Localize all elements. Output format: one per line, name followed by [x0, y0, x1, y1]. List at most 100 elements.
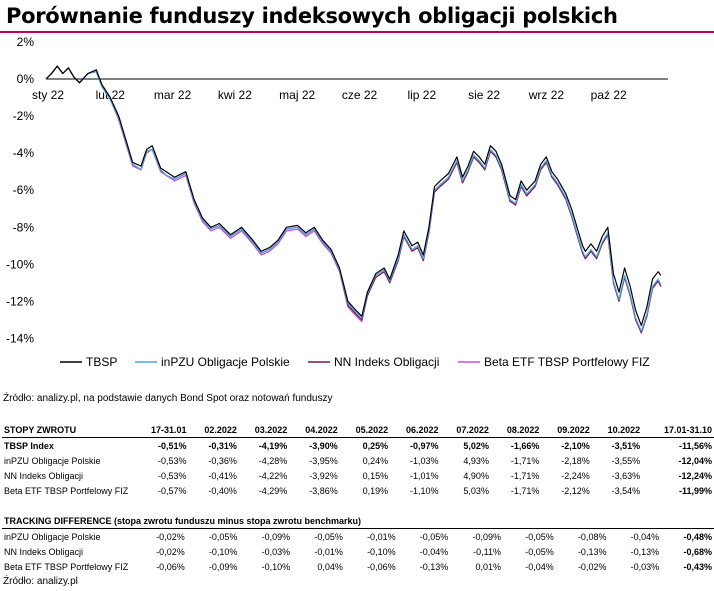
table-cell: 4,93%: [463, 455, 489, 466]
table-cell: -1,71%: [510, 470, 540, 481]
row-label: inPZU Obligacje Polskie: [4, 531, 101, 542]
x-tick-label: mar 22: [154, 88, 192, 102]
column-header: 02.2022: [188, 422, 239, 438]
x-tick-label: paź 22: [591, 88, 627, 102]
table-cell: 0,15%: [362, 470, 389, 481]
tracking-difference-table: TRACKING DIFFERENCE (stopa zwrotu fundus…: [2, 513, 714, 574]
row-label: TBSP Index: [4, 440, 54, 451]
table-cell: -3,55%: [611, 455, 641, 466]
table-cell: 4,90%: [463, 470, 489, 481]
table-cell: -0,36%: [208, 455, 237, 466]
table-cell: -11,99%: [678, 485, 712, 496]
line-chart: 2% 0% -2% -4% -6% -8% -10% -12% -14% sty 22 lut 2…: [6, 35, 668, 369]
table-cell: -3,95%: [309, 455, 338, 466]
table-cell: -1,03%: [410, 455, 439, 466]
y-tick-label: 0%: [17, 72, 35, 86]
table-cell: -0,06%: [367, 561, 396, 572]
table-cell: -1,66%: [510, 440, 540, 451]
series-lines: [45, 65, 662, 334]
table-cell: -0,04%: [630, 531, 660, 542]
table-cell: -0,43%: [683, 561, 712, 572]
legend: TBSP inPZU Obligacje Polskie NN Indeks Obl…: [60, 355, 650, 369]
row-label: NN Indeks Obligacji: [4, 470, 84, 481]
table-cell: 0,19%: [362, 485, 389, 496]
table-cell: -0,10%: [367, 546, 396, 557]
table-cell: 5,03%: [463, 485, 489, 496]
x-tick-label: maj 22: [279, 88, 315, 102]
x-tick-label: lut 22: [96, 88, 126, 102]
table-cell: -0,53%: [157, 455, 187, 466]
table-cell: -0,01%: [314, 546, 343, 557]
table-cell: -4,22%: [258, 470, 288, 481]
y-tick-label: -14%: [6, 331, 34, 345]
returns-table: STOPY ZWROTU 17-31.01 02.2022 03.2022 04.202…: [2, 422, 714, 498]
table-row: TBSP Index -0,51% -0,31% -4,19% -3,90% 0,25% -…: [2, 438, 714, 454]
legend-label: NN Indeks Obligacji: [334, 355, 439, 369]
series-line: [45, 65, 662, 334]
table-cell: -3,92%: [309, 470, 338, 481]
table-cell: -0,03%: [630, 561, 660, 572]
table-cell: 0,01%: [475, 561, 502, 572]
table-cell: -0,09%: [261, 531, 291, 542]
table-cell: -12,24%: [678, 470, 712, 481]
chart-title: Porównanie funduszy indeksowych obligacj…: [6, 4, 618, 28]
table-cell: -0,11%: [473, 546, 502, 557]
table-cell: -0,04%: [419, 546, 449, 557]
column-header: 17.01-31.10: [642, 422, 714, 438]
table-cell: -0,02%: [156, 531, 185, 542]
series-line: [45, 65, 662, 326]
table-cell: -0,05%: [525, 546, 554, 557]
table-cell: -3,90%: [309, 440, 338, 451]
column-header: 10.2022: [591, 422, 643, 438]
table-cell: -11,56%: [678, 440, 712, 451]
y-tick-label: -8%: [13, 220, 35, 234]
column-header: 09.2022: [541, 422, 592, 438]
table-source: Źródło: analizy.pl: [3, 576, 78, 587]
y-tick-label: -2%: [13, 109, 35, 123]
legend-label: Beta ETF TBSP Portfelowy FIZ: [484, 355, 650, 369]
table-cell: -0,05%: [208, 531, 238, 542]
table-cell: -2,18%: [561, 455, 590, 466]
y-tick-label: -4%: [13, 146, 35, 160]
x-tick-label: sie 22: [468, 88, 500, 102]
table-row: inPZU Obligacje Polskie -0,53% -0,36% -4,28…: [2, 453, 714, 468]
table-cell: -3,51%: [611, 440, 641, 451]
column-header: 07.2022: [440, 422, 491, 438]
row-label: NN Indeks Obligacji: [4, 546, 84, 557]
legend-label: inPZU Obligacje Polskie: [161, 355, 290, 369]
x-tick-label: cze 22: [342, 88, 378, 102]
table-cell: -0,05%: [419, 531, 449, 542]
table-cell: -3,86%: [309, 485, 338, 496]
table-cell: -12,04%: [678, 455, 712, 466]
table-cell: -0,05%: [525, 531, 554, 542]
table-cell: -0,53%: [157, 470, 187, 481]
row-label: Beta ETF TBSP Portfelowy FIZ: [4, 561, 129, 572]
table-cell: -3,54%: [611, 485, 641, 496]
column-header: 08.2022: [490, 422, 542, 438]
x-tick-label: sty 22: [32, 88, 64, 102]
tracking-header: TRACKING DIFFERENCE (stopa zwrotu fundus…: [2, 513, 714, 529]
table-cell: 0,24%: [362, 455, 389, 466]
table-cell: -0,31%: [208, 440, 237, 451]
table-cell: -0,48%: [683, 531, 712, 542]
table-cell: -0,13%: [419, 561, 449, 572]
title-rule: [0, 31, 714, 33]
table-cell: -1,01%: [410, 470, 439, 481]
column-header: 03.2022: [238, 422, 290, 438]
y-tick-label: 2%: [17, 35, 35, 49]
table-cell: -0,57%: [157, 485, 187, 496]
table-cell: -0,02%: [156, 546, 185, 557]
table-cell: -0,97%: [410, 440, 439, 451]
x-axis: sty 22 lut 22 mar 22 kwi 22 maj 22 cze 22 lip …: [32, 78, 668, 102]
column-header: 04.2022: [289, 422, 340, 438]
table-cell: -0,03%: [261, 546, 291, 557]
table-cell: 0,04%: [317, 561, 343, 572]
table-row: Beta ETF TBSP Portfelowy FIZ -0,06% -0,09%…: [2, 559, 714, 574]
table-cell: -0,13%: [577, 546, 607, 557]
table-row: inPZU Obligacje Polskie -0,02% -0,05% -0,09…: [2, 529, 714, 545]
table-cell: -0,68%: [683, 546, 712, 557]
table-header-row: STOPY ZWROTU 17-31.01 02.2022 03.2022 04.202…: [2, 422, 714, 438]
row-label: inPZU Obligacje Polskie: [4, 455, 101, 466]
table-cell: -1,10%: [410, 485, 439, 496]
table-cell: -2,12%: [561, 485, 590, 496]
